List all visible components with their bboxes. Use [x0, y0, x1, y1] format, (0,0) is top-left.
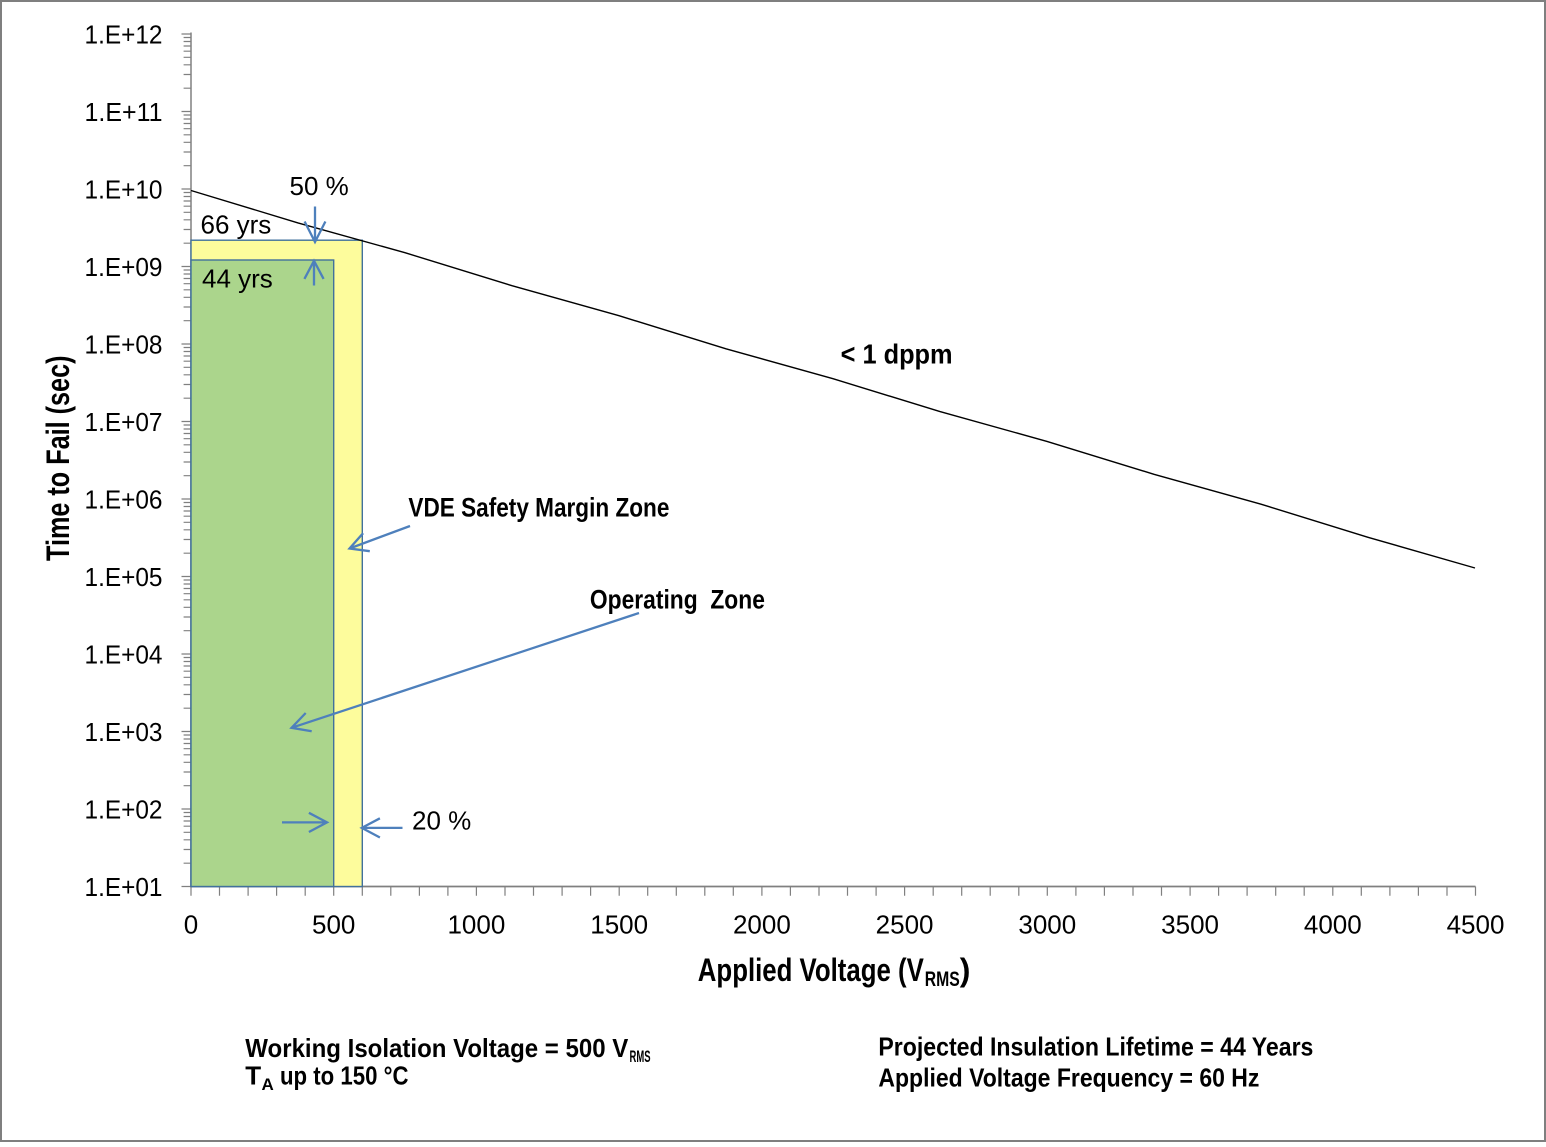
- svg-text:66 yrs: 66 yrs: [201, 210, 272, 240]
- svg-text:up to 150 °C: up to 150 °C: [280, 1061, 409, 1091]
- svg-text:Projected Insulation Lifetime: Projected Insulation Lifetime = 44 Years: [878, 1032, 1313, 1062]
- svg-text:20 %: 20 %: [412, 806, 471, 836]
- svg-text:3500: 3500: [1161, 910, 1219, 940]
- svg-text:1.E+10: 1.E+10: [85, 175, 163, 205]
- svg-text:1.E+07: 1.E+07: [85, 407, 163, 437]
- svg-text:44 yrs: 44 yrs: [202, 263, 273, 293]
- svg-text:1500: 1500: [590, 910, 648, 940]
- svg-text:1.E+08: 1.E+08: [85, 330, 163, 360]
- svg-text:RMS: RMS: [630, 1047, 651, 1066]
- svg-text:1000: 1000: [447, 910, 505, 940]
- svg-text:1.E+05: 1.E+05: [85, 562, 163, 592]
- svg-text:VDE Safety Margin Zone: VDE Safety Margin Zone: [408, 493, 669, 523]
- svg-text:Applied Voltage (V: Applied Voltage (V: [698, 952, 925, 988]
- svg-text:Working Isolation Voltage = 50: Working Isolation Voltage = 500 V: [245, 1033, 629, 1063]
- svg-text:4500: 4500: [1447, 910, 1505, 940]
- svg-text:1.E+11: 1.E+11: [85, 97, 163, 127]
- svg-text:): ): [960, 952, 971, 988]
- svg-text:1.E+04: 1.E+04: [85, 640, 163, 670]
- svg-text:1.E+06: 1.E+06: [85, 485, 163, 515]
- svg-text:T: T: [245, 1061, 261, 1091]
- svg-text:1.E+09: 1.E+09: [85, 252, 163, 282]
- svg-text:RMS: RMS: [925, 968, 960, 991]
- svg-text:0: 0: [184, 910, 198, 940]
- svg-text:3000: 3000: [1018, 910, 1076, 940]
- svg-text:Time to Fail (sec): Time to Fail (sec): [40, 356, 76, 562]
- svg-text:500: 500: [312, 910, 355, 940]
- svg-text:1.E+01: 1.E+01: [85, 872, 163, 902]
- svg-text:50 %: 50 %: [290, 171, 349, 201]
- svg-text:4000: 4000: [1304, 910, 1362, 940]
- svg-text:A: A: [262, 1075, 274, 1094]
- svg-text:1.E+03: 1.E+03: [85, 717, 163, 747]
- svg-text:2500: 2500: [876, 910, 934, 940]
- svg-text:Operating Zone: Operating Zone: [590, 585, 765, 615]
- svg-text:2000: 2000: [733, 910, 791, 940]
- svg-text:1.E+02: 1.E+02: [85, 795, 163, 825]
- svg-text:< 1 dppm: < 1 dppm: [841, 339, 953, 370]
- svg-text:1.E+12: 1.E+12: [85, 20, 163, 50]
- svg-text:Applied Voltage Frequency = 60: Applied Voltage Frequency = 60 Hz: [878, 1063, 1259, 1093]
